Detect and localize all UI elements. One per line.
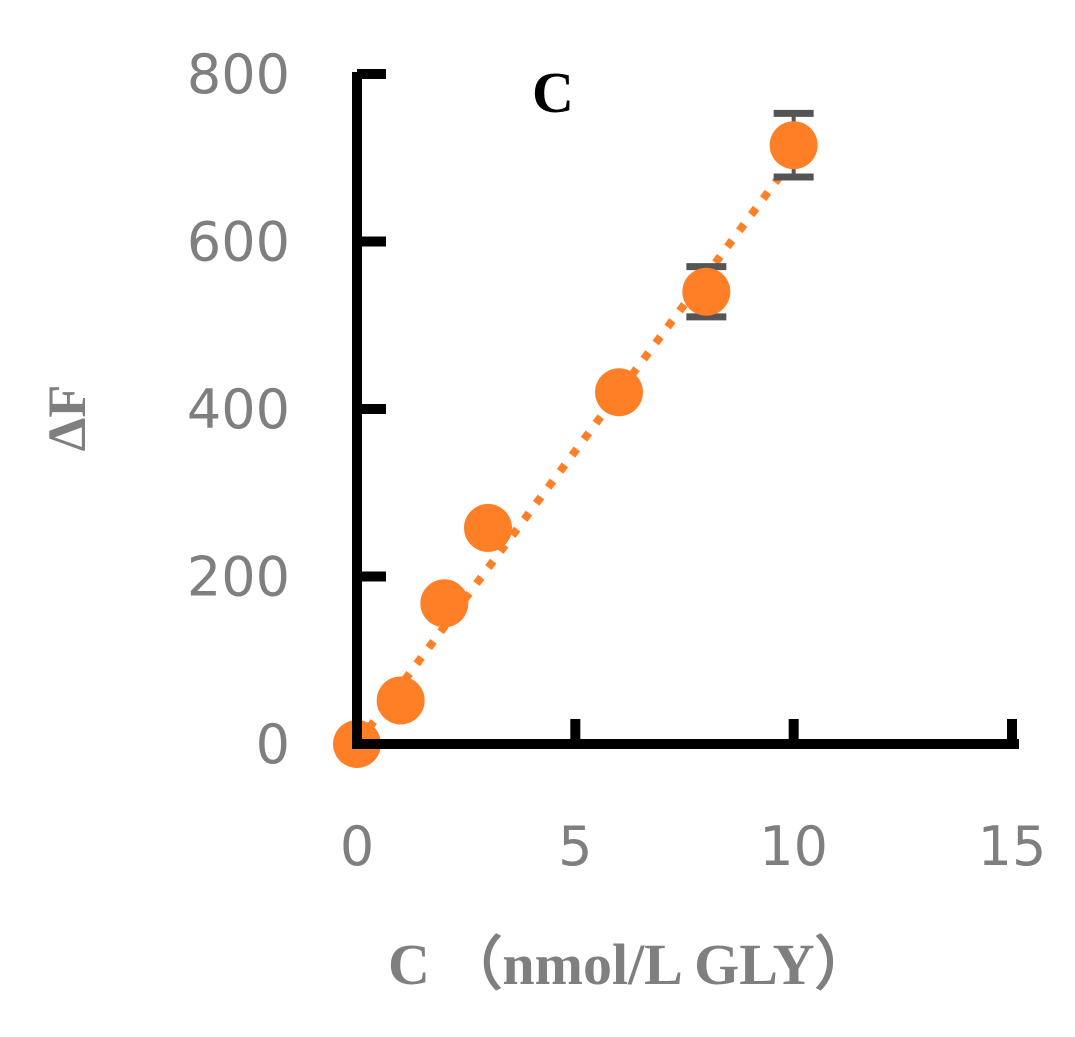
y-tick-label-2: 400 xyxy=(187,378,290,441)
x-tick-label-3: 15 xyxy=(978,815,1047,878)
y-axis-title: ΔF xyxy=(37,385,97,452)
data-point-1 xyxy=(376,676,425,725)
data-point-6 xyxy=(769,121,818,170)
x-tick-label-0: 0 xyxy=(340,815,374,878)
point-layer xyxy=(333,121,818,768)
x-axis-title: C （nmol/L GLY） xyxy=(388,932,873,997)
y-tick-label-3: 600 xyxy=(187,211,290,274)
x-ticks: 0 5 10 15 xyxy=(340,719,1047,878)
panel-label: C xyxy=(532,60,574,125)
data-point-2 xyxy=(420,579,469,628)
data-point-5 xyxy=(682,267,731,316)
x-tick-label-2: 10 xyxy=(759,815,828,878)
y-ticks: 0 200 400 600 800 xyxy=(187,43,386,776)
x-tick-label-1: 5 xyxy=(558,815,592,878)
y-tick-label-0: 0 xyxy=(256,713,290,776)
trendline-layer xyxy=(353,155,797,747)
data-point-3 xyxy=(464,503,512,552)
y-tick-label-1: 200 xyxy=(187,546,290,609)
data-point-4 xyxy=(595,368,643,417)
y-tick-label-4: 800 xyxy=(187,43,290,106)
axes xyxy=(352,72,1019,749)
trendline xyxy=(353,155,797,747)
